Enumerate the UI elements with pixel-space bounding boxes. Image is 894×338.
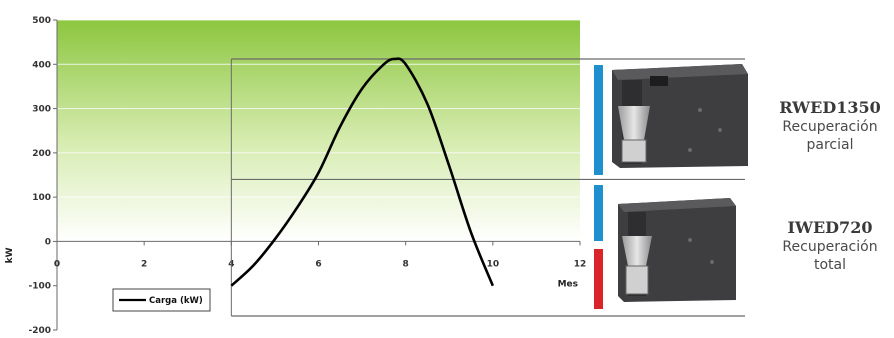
y-tick-label: 100 <box>32 193 51 203</box>
y-tick-label: 400 <box>32 60 51 70</box>
bar-total-recovery-upper <box>594 185 603 241</box>
legend: Carga (kW) <box>112 288 211 312</box>
x-tick-label: 0 <box>54 259 60 269</box>
gridlines <box>57 19 580 198</box>
product-iwed720: IWED720 Recuperación total <box>765 218 894 274</box>
x-tick-label: 8 <box>403 259 409 269</box>
y-tick-label: -200 <box>28 326 51 336</box>
chiller-unit-icon <box>612 64 748 168</box>
y-tick-label: 200 <box>32 149 51 159</box>
product-desc-line2: parcial <box>806 137 854 153</box>
x-axis-label: Mes <box>558 279 578 289</box>
x-tick-label: 2 <box>141 259 147 269</box>
x-tick-label: 12 <box>574 259 587 269</box>
chiller-unit-icon <box>618 198 736 302</box>
y-tick-label: 0 <box>45 237 51 247</box>
product-rwed1350: RWED1350 Recuperación parcial <box>765 98 894 154</box>
y-tick-label: 300 <box>32 105 51 115</box>
x-tick-label: 6 <box>315 259 321 269</box>
plot-area-fill <box>57 20 580 242</box>
y-tick-label: -100 <box>28 282 51 292</box>
y-axis-label: kW <box>5 247 15 263</box>
y-tick-labels: 500 400 300 200 100 0 -100 -200 <box>28 16 57 336</box>
product-desc-line1: Recuperación <box>782 119 878 135</box>
series-line-carga <box>230 57 495 287</box>
y-tick-label: 500 <box>32 16 51 26</box>
bar-total-recovery-lower <box>594 249 603 309</box>
legend-box <box>112 288 211 312</box>
bar-partial-recovery <box>594 65 603 175</box>
product-model: IWED720 <box>787 218 873 237</box>
recovery-bands <box>230 58 745 317</box>
product-desc-line1: Recuperación <box>782 239 878 255</box>
legend-label: Carga (kW) <box>149 296 203 306</box>
x-tick-labels: 024681012 <box>54 241 586 269</box>
product-model: RWED1350 <box>779 98 881 117</box>
x-tick-label: 10 <box>487 259 500 269</box>
product-desc-line2: total <box>813 257 846 273</box>
